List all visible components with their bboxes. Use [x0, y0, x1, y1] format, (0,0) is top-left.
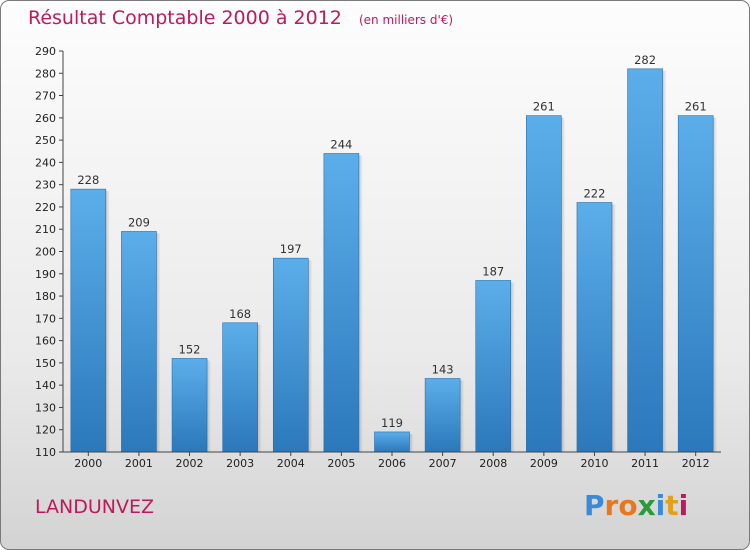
- x-tick-label: 2003: [226, 457, 254, 470]
- bar-shadow: [460, 380, 465, 452]
- bar-chart: 110 120 130 140 150 160 170 180 190 200 210 220 230 2…: [35, 45, 721, 470]
- logo-letter: P: [584, 489, 605, 522]
- chart-title-line: Résultat Comptable 2000 à 2012 (en milli…: [28, 7, 453, 29]
- x-tick-label: 2008: [479, 457, 507, 470]
- bar-shadow: [561, 117, 566, 452]
- bar-value-label: 282: [634, 53, 656, 67]
- bar-shadow: [611, 204, 616, 452]
- y-tick-label: 170: [35, 312, 56, 325]
- bar-shadow: [409, 433, 414, 452]
- y-tick-label: 110: [35, 446, 56, 459]
- x-tick-label: 2012: [682, 457, 710, 470]
- bar-value-label: 228: [77, 173, 99, 187]
- y-tick-label: 140: [35, 379, 56, 392]
- bar-shadow: [105, 191, 110, 452]
- bar-value-label: 119: [381, 416, 403, 430]
- x-tick-label: 2005: [327, 457, 355, 470]
- logo-letter: i: [655, 489, 666, 522]
- x-tick-label: 2001: [125, 457, 153, 470]
- logo-letter: r: [604, 489, 619, 522]
- logo-letter: o: [618, 489, 638, 522]
- commune-name: LANDUNVEZ: [35, 496, 155, 518]
- y-tick-label: 150: [35, 357, 56, 370]
- bar-2001: [121, 231, 157, 453]
- y-tick-label: 200: [35, 246, 56, 259]
- bar-value-label: 168: [229, 307, 251, 321]
- bar-shadow: [156, 233, 161, 452]
- bar-value-label: 187: [482, 264, 504, 278]
- bar-shadow: [308, 260, 313, 452]
- y-tick-label: 260: [35, 112, 56, 125]
- bar-2010: [576, 202, 613, 453]
- bar-value-label: 261: [533, 100, 555, 114]
- bar-2009: [526, 115, 562, 453]
- y-tick-label: 230: [35, 179, 56, 192]
- y-tick-label: 220: [35, 201, 56, 214]
- bar-2002: [171, 358, 208, 453]
- y-tick-label: 250: [35, 134, 56, 147]
- x-tick-label: 2009: [530, 457, 558, 470]
- bars: 228 209 152 168 197 244 119 143 187 261 222 282 261: [70, 53, 718, 453]
- bar-2000: [70, 188, 107, 453]
- y-tick-label: 270: [35, 90, 56, 103]
- x-axis: 2000 2001 2002 2003 2004 2005 2006 2007 2008 2009…: [63, 451, 721, 470]
- bar-value-label: 244: [330, 137, 352, 151]
- x-tick-label: 2011: [631, 457, 659, 470]
- y-tick-label: 180: [35, 290, 56, 303]
- y-tick-label: 190: [35, 268, 56, 281]
- y-tick-label: 160: [35, 335, 56, 348]
- logo-letter: i: [678, 489, 689, 522]
- bar-2011: [627, 68, 663, 453]
- bar-2012: [677, 115, 714, 453]
- bar-2007: [424, 378, 461, 453]
- y-tick-label: 290: [35, 45, 56, 58]
- proxiti-logo: Proxiti: [584, 489, 688, 522]
- y-axis: 110 120 130 140 150 160 170 180 190 200 210 220 230 2…: [35, 45, 64, 459]
- bar-shadow: [713, 117, 718, 452]
- y-tick-label: 280: [35, 67, 56, 80]
- x-tick-label: 2007: [429, 457, 457, 470]
- bar-shadow: [257, 324, 262, 452]
- bar-2003: [222, 322, 258, 453]
- chart-title: Résultat Comptable 2000 à 2012: [28, 7, 342, 29]
- bar-2004: [272, 257, 309, 453]
- bar-value-label: 261: [685, 100, 707, 114]
- logo-letter: x: [637, 489, 656, 522]
- bar-2006: [374, 431, 410, 453]
- bar-2005: [323, 153, 360, 453]
- y-tick-label: 240: [35, 156, 56, 169]
- bar-shadow: [662, 70, 667, 453]
- bar-shadow: [207, 360, 212, 452]
- bar-value-label: 152: [179, 342, 201, 356]
- bar-value-label: 209: [128, 215, 150, 229]
- y-tick-label: 210: [35, 223, 56, 236]
- y-tick-label: 130: [35, 401, 56, 414]
- x-tick-label: 2010: [580, 457, 608, 470]
- x-tick-label: 2000: [74, 457, 102, 470]
- bar-shadow: [510, 282, 515, 452]
- bar-value-label: 143: [432, 362, 454, 376]
- x-tick-label: 2004: [277, 457, 305, 470]
- bar-2008: [475, 280, 512, 453]
- bar-value-label: 197: [280, 242, 302, 256]
- x-tick-label: 2006: [378, 457, 406, 470]
- bar-shadow: [358, 155, 363, 452]
- logo-letter: t: [665, 489, 679, 522]
- y-tick-label: 120: [35, 424, 56, 437]
- chart-subtitle: (en milliers d'€): [358, 13, 454, 27]
- bar-value-label: 222: [583, 186, 605, 200]
- x-tick-label: 2002: [176, 457, 204, 470]
